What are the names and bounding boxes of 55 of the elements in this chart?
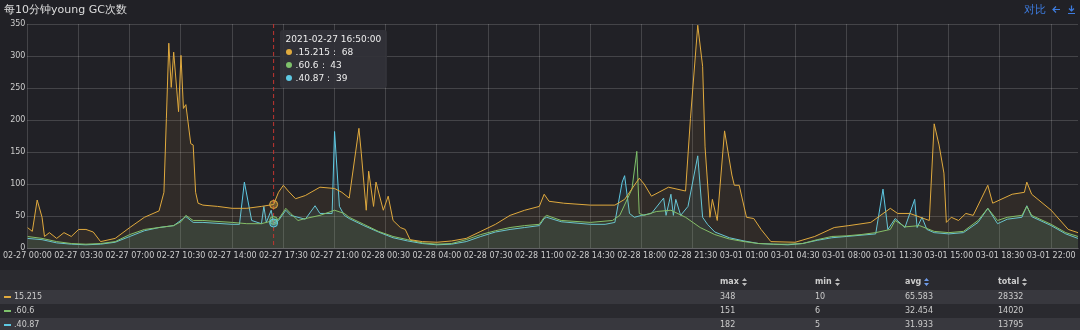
x-tick-label: 02-27 03:30	[54, 250, 104, 260]
x-tick-label: 02-27 00:00	[3, 250, 52, 260]
y-tick-label: 50	[15, 211, 26, 221]
legend-label: 15.215	[14, 292, 42, 301]
text: 对比	[1024, 2, 1046, 17]
x-tick-label: 02-28 18:00	[617, 250, 667, 260]
annotation: .40.87： 39	[295, 73, 348, 83]
y-tick-label: 100	[10, 179, 26, 189]
chart-title: 每10分钟young GC次数	[4, 2, 127, 17]
y-tick-label: 150	[10, 147, 26, 157]
annotation: .60.6： 43	[295, 60, 342, 70]
text: 6	[815, 306, 821, 315]
text: total	[998, 277, 1020, 286]
y-tick-label: 0	[20, 243, 26, 253]
x-tick-label: 03-01 15:00	[924, 250, 974, 260]
x-tick-label: 02-27 21:00	[310, 250, 359, 260]
y-tick-label: 200	[10, 115, 26, 125]
y-tick-label: 250	[10, 83, 26, 93]
x-tick-label: 03-01 04:30	[770, 250, 820, 260]
annotation: .15.215： 68	[295, 47, 354, 57]
text: 32.454	[905, 306, 933, 315]
text: avg	[905, 277, 922, 286]
text: max	[720, 277, 739, 286]
x-tick-label: 02-27 14:00	[207, 250, 257, 260]
x-tick-label: 02-28 04:00	[412, 250, 462, 260]
annotation: 2021-02-27 16:50:00	[285, 33, 382, 46]
x-tick-label: 03-01 22:00	[1026, 250, 1076, 260]
text: 5	[815, 320, 821, 329]
text: 14020	[998, 306, 1024, 315]
y-tick-label: 300	[10, 51, 26, 61]
x-tick-label: 02-27 07:00	[105, 250, 155, 260]
text: 31.933	[905, 320, 933, 329]
text: 65.583	[905, 292, 933, 301]
text: 182	[720, 320, 736, 329]
x-tick-label: 02-28 00:30	[361, 250, 411, 260]
x-tick-label: 03-01 11:30	[873, 250, 923, 260]
legend-label: .40.87	[14, 320, 40, 329]
text: 13795	[998, 320, 1024, 329]
y-tick-label: 350	[10, 19, 26, 29]
text: 151	[720, 306, 736, 315]
legend-label: .60.6	[14, 306, 35, 315]
x-tick-label: 02-27 10:30	[156, 250, 206, 260]
x-tick-label: 02-28 11:00	[514, 250, 564, 260]
point	[269, 199, 279, 209]
x-tick-label: 02-27 17:30	[258, 250, 308, 260]
x-tick-label: 02-28 21:30	[668, 250, 718, 260]
x-tick-label: 02-28 07:30	[463, 250, 513, 260]
text: 348	[720, 292, 736, 301]
x-tick-label: 02-28 14:30	[566, 250, 615, 260]
text: 28332	[998, 292, 1024, 301]
text: min	[815, 277, 832, 286]
x-tick-label: 03-01 01:00	[719, 250, 769, 260]
x-tick-label: 03-01 18:30	[975, 250, 1025, 260]
text: 10	[815, 292, 826, 301]
x-tick-label: 03-01 08:00	[822, 250, 871, 260]
